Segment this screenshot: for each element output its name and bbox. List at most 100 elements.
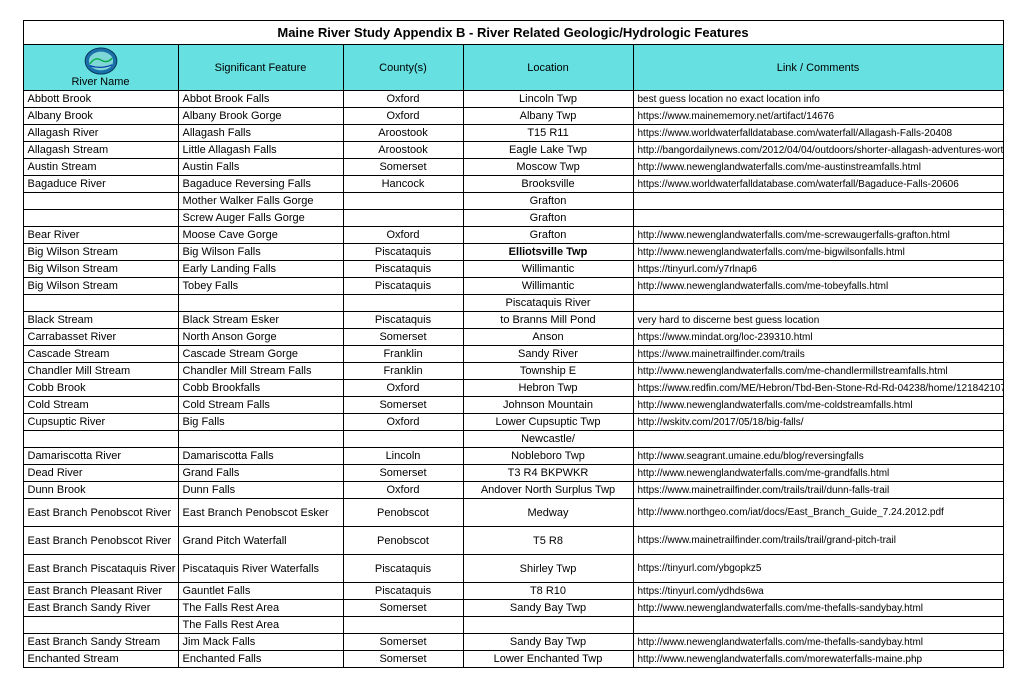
cell-link bbox=[633, 193, 1003, 210]
cell-river: Bagaduce River bbox=[23, 176, 178, 193]
cell-link: https://www.worldwaterfalldatabase.com/w… bbox=[633, 125, 1003, 142]
cell-link: best guess location no exact location in… bbox=[633, 91, 1003, 108]
cell-location: Elliotsville Twp bbox=[463, 244, 633, 261]
cell-link bbox=[633, 617, 1003, 634]
table-row: East Branch Pleasant RiverGauntlet Falls… bbox=[23, 583, 1003, 600]
cell-river: Bear River bbox=[23, 227, 178, 244]
cell-location: T15 R11 bbox=[463, 125, 633, 142]
cell-link: http://bangordailynews.com/2012/04/04/ou… bbox=[633, 142, 1003, 159]
cell-link bbox=[633, 295, 1003, 312]
cell-link: http://www.newenglandwaterfalls.com/me-c… bbox=[633, 363, 1003, 380]
cell-county: Aroostook bbox=[343, 125, 463, 142]
cell-county: Somerset bbox=[343, 397, 463, 414]
cell-location: Newcastle/ bbox=[463, 431, 633, 448]
cell-location bbox=[463, 617, 633, 634]
cell-location: Grafton bbox=[463, 210, 633, 227]
table-row: East Branch Penobscot RiverEast Branch P… bbox=[23, 499, 1003, 527]
cell-location: Moscow Twp bbox=[463, 159, 633, 176]
cell-river: Austin Stream bbox=[23, 159, 178, 176]
cell-river: Abbott Brook bbox=[23, 91, 178, 108]
cell-river: Big Wilson Stream bbox=[23, 261, 178, 278]
table-row: Piscataquis River bbox=[23, 295, 1003, 312]
cell-feature: Tobey Falls bbox=[178, 278, 343, 295]
table-row: East Branch Piscataquis RiverPiscataquis… bbox=[23, 555, 1003, 583]
cell-location: Medway bbox=[463, 499, 633, 527]
cell-river: Black Stream bbox=[23, 312, 178, 329]
cell-link: http://www.newenglandwaterfalls.com/me-g… bbox=[633, 465, 1003, 482]
cell-feature: Big Falls bbox=[178, 414, 343, 431]
table-row: The Falls Rest Area bbox=[23, 617, 1003, 634]
cell-location: Lower Cupsuptic Twp bbox=[463, 414, 633, 431]
header-feature: Significant Feature bbox=[178, 45, 343, 91]
cell-county: Franklin bbox=[343, 346, 463, 363]
cell-river: Cobb Brook bbox=[23, 380, 178, 397]
cell-link: https://tinyurl.com/ybgopkz5 bbox=[633, 555, 1003, 583]
table-row: Big Wilson StreamBig Wilson FallsPiscata… bbox=[23, 244, 1003, 261]
table-row: Albany BrookAlbany Brook GorgeOxfordAlba… bbox=[23, 108, 1003, 125]
cell-location: Willimantic bbox=[463, 261, 633, 278]
table-row: Bagaduce RiverBagaduce Reversing FallsHa… bbox=[23, 176, 1003, 193]
cell-link: http://www.newenglandwaterfalls.com/me-c… bbox=[633, 397, 1003, 414]
cell-link: http://www.newenglandwaterfalls.com/more… bbox=[633, 651, 1003, 668]
cell-feature: Big Wilson Falls bbox=[178, 244, 343, 261]
cell-link: https://www.mainetrailfinder.com/trails/… bbox=[633, 482, 1003, 499]
cell-link: http://www.newenglandwaterfalls.com/me-s… bbox=[633, 227, 1003, 244]
cell-feature: Grand Pitch Waterfall bbox=[178, 527, 343, 555]
cell-river: Big Wilson Stream bbox=[23, 278, 178, 295]
cell-feature: Damariscotta Falls bbox=[178, 448, 343, 465]
cell-link: https://www.mainetrailfinder.com/trails bbox=[633, 346, 1003, 363]
cell-county: Lincoln bbox=[343, 448, 463, 465]
cell-county: Piscataquis bbox=[343, 261, 463, 278]
cell-river: Allagash River bbox=[23, 125, 178, 142]
cell-county bbox=[343, 210, 463, 227]
cell-feature: Early Landing Falls bbox=[178, 261, 343, 278]
cell-river: East Branch Pleasant River bbox=[23, 583, 178, 600]
header-link: Link / Comments bbox=[633, 45, 1003, 91]
cell-county: Oxford bbox=[343, 380, 463, 397]
cell-county: Hancock bbox=[343, 176, 463, 193]
cell-location: Nobleboro Twp bbox=[463, 448, 633, 465]
table-row: Big Wilson StreamEarly Landing FallsPisc… bbox=[23, 261, 1003, 278]
table-row: Carrabasset RiverNorth Anson GorgeSomers… bbox=[23, 329, 1003, 346]
cell-county bbox=[343, 431, 463, 448]
cell-river: Cascade Stream bbox=[23, 346, 178, 363]
cell-river: Allagash Stream bbox=[23, 142, 178, 159]
table-row: Abbott BrookAbbot Brook FallsOxfordLinco… bbox=[23, 91, 1003, 108]
cell-location: Albany Twp bbox=[463, 108, 633, 125]
cell-location: Sandy Bay Twp bbox=[463, 600, 633, 617]
cell-link: https://www.mindat.org/loc-239310.html bbox=[633, 329, 1003, 346]
cell-location: Andover North Surplus Twp bbox=[463, 482, 633, 499]
cell-link: https://www.redfin.com/ME/Hebron/Tbd-Ben… bbox=[633, 380, 1003, 397]
title-row: Maine River Study Appendix B - River Rel… bbox=[23, 21, 1003, 45]
table-row: Cupsuptic RiverBig FallsOxfordLower Cups… bbox=[23, 414, 1003, 431]
cell-county: Somerset bbox=[343, 159, 463, 176]
table-row: Cascade StreamCascade Stream GorgeFrankl… bbox=[23, 346, 1003, 363]
table-row: Dunn BrookDunn FallsOxfordAndover North … bbox=[23, 482, 1003, 499]
cell-link: http://www.newenglandwaterfalls.com/me-a… bbox=[633, 159, 1003, 176]
cell-link: https://www.mainetrailfinder.com/trails/… bbox=[633, 527, 1003, 555]
cell-location: Brooksville bbox=[463, 176, 633, 193]
cell-location: Lincoln Twp bbox=[463, 91, 633, 108]
cell-feature: The Falls Rest Area bbox=[178, 617, 343, 634]
cell-link: https://tinyurl.com/ydhds6wa bbox=[633, 583, 1003, 600]
cell-feature: Grand Falls bbox=[178, 465, 343, 482]
cell-link: http://www.newenglandwaterfalls.com/me-t… bbox=[633, 600, 1003, 617]
cell-county bbox=[343, 295, 463, 312]
cell-location: to Branns Mill Pond bbox=[463, 312, 633, 329]
cell-link: https://tinyurl.com/y7rlnap6 bbox=[633, 261, 1003, 278]
table-row: East Branch Sandy StreamJim Mack FallsSo… bbox=[23, 634, 1003, 651]
cell-feature: Cobb Brookfalls bbox=[178, 380, 343, 397]
cell-river bbox=[23, 431, 178, 448]
cell-county: Somerset bbox=[343, 465, 463, 482]
cell-county bbox=[343, 617, 463, 634]
cell-county: Franklin bbox=[343, 363, 463, 380]
cell-river: Enchanted Stream bbox=[23, 651, 178, 668]
table-row: Dead RiverGrand FallsSomersetT3 R4 BKPWK… bbox=[23, 465, 1003, 482]
cell-river: Cupsuptic River bbox=[23, 414, 178, 431]
cell-county bbox=[343, 193, 463, 210]
cell-county: Piscataquis bbox=[343, 312, 463, 329]
cell-feature: Little Allagash Falls bbox=[178, 142, 343, 159]
page-title: Maine River Study Appendix B - River Rel… bbox=[23, 21, 1003, 45]
cell-river: Albany Brook bbox=[23, 108, 178, 125]
cell-county: Piscataquis bbox=[343, 555, 463, 583]
